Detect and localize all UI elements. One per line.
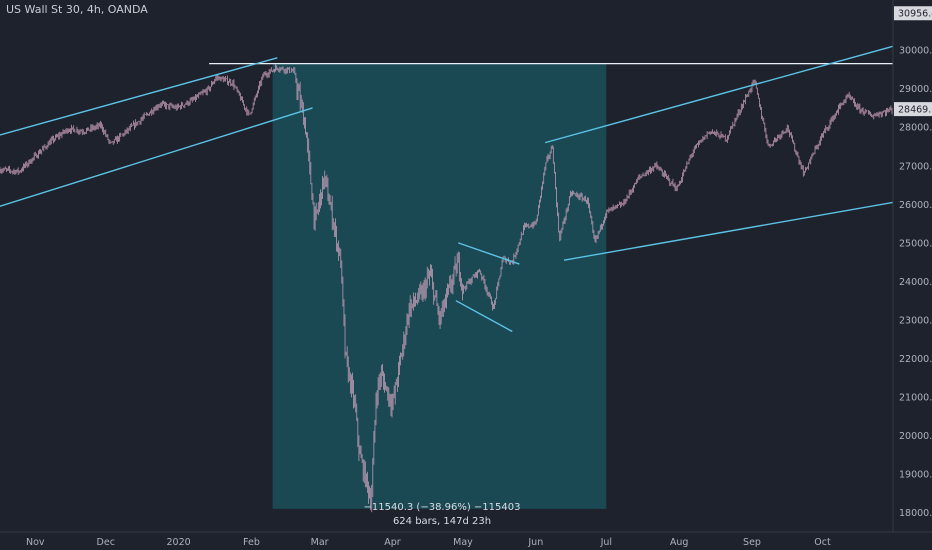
trendline-2[interactable] [0, 107, 313, 207]
trendlines-layer [0, 45, 894, 333]
y-tick-label: 18000.0 [899, 508, 932, 519]
price-label-top: 30956.4 [898, 9, 932, 20]
chart-title: US Wall St 30, 4h, OANDA [6, 3, 148, 16]
x-tick-label: Feb [243, 537, 260, 548]
range-measure-change: −11540.3 (−38.96%) −115403 [363, 502, 521, 513]
y-tick-label: 23000.0 [899, 315, 932, 326]
y-tick-label: 22000.0 [899, 354, 932, 365]
range-box-layer [272, 63, 607, 509]
x-tick-label: Mar [311, 537, 329, 548]
y-tick-label: 19000.0 [899, 470, 932, 481]
y-tick-label: 20000.0 [899, 431, 932, 442]
trendline-3[interactable] [545, 45, 894, 144]
x-tick-label: Jul [600, 537, 612, 548]
x-tick-label: Nov [26, 537, 45, 548]
range-box [272, 63, 607, 509]
y-tick-label: 28000.0 [899, 123, 932, 134]
x-tick-label: Dec [97, 537, 115, 548]
x-tick-label: Apr [384, 537, 401, 548]
price-labels: 30956.4 28469.7 [894, 6, 932, 117]
x-tick-label: Sep [743, 537, 761, 548]
time-axis[interactable]: Nov Dec 2020 Feb Mar Apr May Jun Jul Aug Sep Oct [26, 537, 831, 548]
price-label-top-bg [894, 6, 932, 21]
price-label-current: 28469.7 [898, 105, 932, 116]
y-tick-label: 26000.0 [899, 200, 932, 211]
candles-layer [0, 64, 894, 513]
x-tick-label: 2020 [167, 537, 191, 548]
y-tick-label: 25000.0 [899, 238, 932, 249]
y-tick-label: 30000.0 [899, 46, 932, 57]
x-tick-label: Oct [814, 537, 831, 548]
price-label-current-bg [894, 102, 932, 117]
trendline-5[interactable] [458, 242, 520, 265]
y-tick-label: 24000.0 [899, 277, 932, 288]
y-tick-label: 27000.0 [899, 161, 932, 172]
trendline-4[interactable] [563, 201, 894, 261]
y-tick-label: 21000.0 [899, 393, 932, 404]
x-tick-label: Jun [527, 537, 543, 548]
trendline-1[interactable] [0, 57, 278, 136]
y-tick-label: 29000.0 [899, 84, 932, 95]
x-tick-label: Aug [670, 537, 689, 548]
x-tick-label: May [453, 537, 473, 548]
range-measure-duration: 624 bars, 147d 23h [392, 516, 492, 527]
price-axis[interactable]: 18000.0 19000.0 20000.0 21000.0 22000.0 23000… [899, 46, 932, 520]
trendline-6[interactable] [455, 300, 513, 333]
